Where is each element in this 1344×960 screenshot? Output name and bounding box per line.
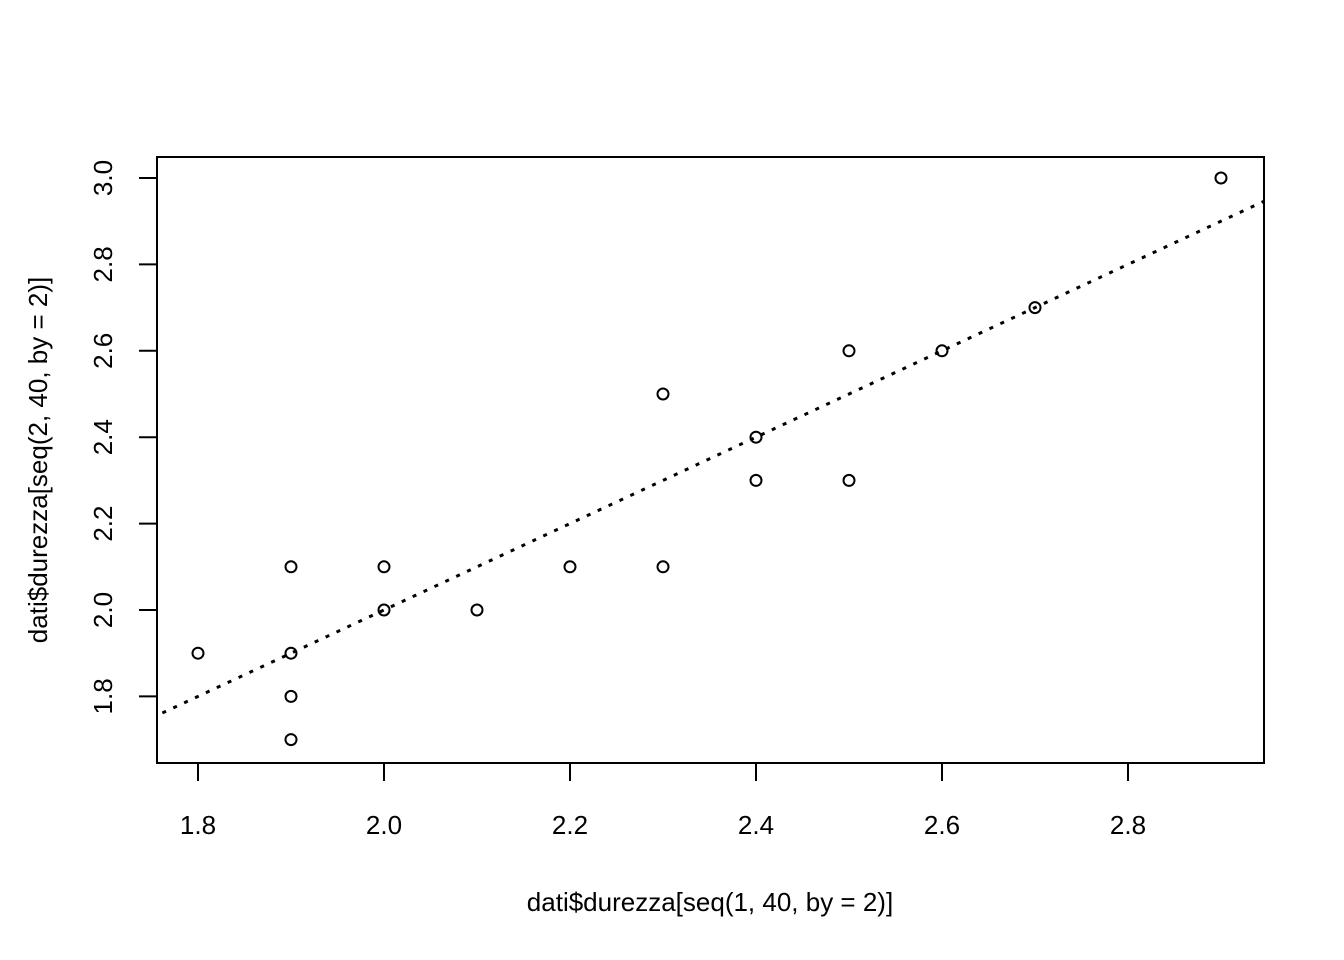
x-tick-label: 2.6 xyxy=(924,810,960,840)
x-axis: 1.8 2.0 2.2 2.4 2.6 2.8 xyxy=(180,762,1146,840)
data-point xyxy=(377,560,391,574)
x-tick-label: 2.8 xyxy=(1110,810,1146,840)
reference-line-group xyxy=(157,199,1264,718)
y-tick-label: 2.8 xyxy=(88,246,118,282)
reference-line xyxy=(157,199,1264,718)
x-tick-label: 2.2 xyxy=(552,810,588,840)
y-axis: 1.8 2.0 2.2 2.4 2.6 2.8 3.0 xyxy=(88,160,158,714)
y-axis-title: dati$durezza[seq(2, 40, by = 2)] xyxy=(23,277,53,643)
data-point xyxy=(284,560,298,574)
data-point xyxy=(842,473,856,487)
data-point xyxy=(656,560,670,574)
y-tick-label: 2.4 xyxy=(88,419,118,455)
data-point xyxy=(563,560,577,574)
data-point xyxy=(377,603,391,617)
x-axis-title: dati$durezza[seq(1, 40, by = 2)] xyxy=(527,887,893,917)
y-tick-label: 2.6 xyxy=(88,333,118,369)
data-point xyxy=(470,603,484,617)
data-point xyxy=(1028,301,1042,315)
x-tick-label: 2.4 xyxy=(738,810,774,840)
data-points xyxy=(191,171,1228,747)
data-point xyxy=(842,344,856,358)
data-point xyxy=(1214,171,1228,185)
data-point xyxy=(284,646,298,660)
data-point xyxy=(284,689,298,703)
data-point xyxy=(749,473,763,487)
x-tick-label: 1.8 xyxy=(180,810,216,840)
plot-frame xyxy=(156,156,1265,764)
y-tick-label: 3.0 xyxy=(88,160,118,196)
y-tick-label: 2.2 xyxy=(88,506,118,542)
y-tick-label: 1.8 xyxy=(88,678,118,714)
data-point xyxy=(191,646,205,660)
x-tick-label: 2.0 xyxy=(366,810,402,840)
data-point xyxy=(935,344,949,358)
data-point xyxy=(749,430,763,444)
y-tick-label: 2.0 xyxy=(88,592,118,628)
data-point xyxy=(284,733,298,747)
data-point xyxy=(656,387,670,401)
